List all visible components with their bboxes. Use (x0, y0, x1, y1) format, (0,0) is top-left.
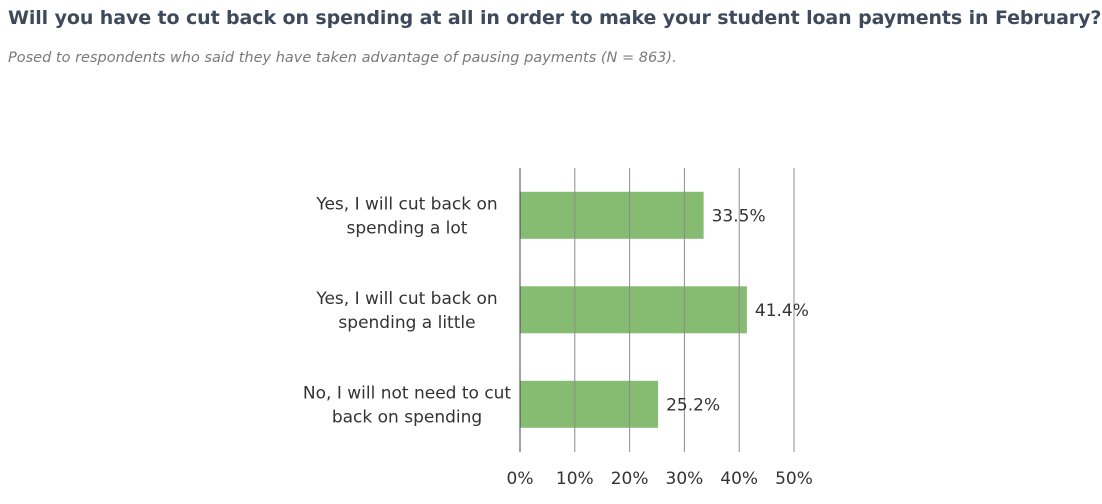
x-tick-label: 0% (507, 469, 534, 489)
bar-2 (520, 380, 659, 428)
category-label: Yes, I will cut back on (315, 289, 497, 309)
bar-0 (520, 191, 704, 239)
data-label: 25.2% (666, 395, 720, 415)
data-label: 33.5% (712, 206, 766, 226)
category-label: Yes, I will cut back on (315, 194, 497, 214)
x-tick-label: 30% (666, 469, 704, 489)
x-tick-label: 20% (611, 469, 649, 489)
category-label: back on spending (332, 407, 482, 427)
chart-subtitle: Posed to respondents who said they have … (8, 50, 677, 66)
x-tick-label: 10% (556, 469, 594, 489)
data-label: 41.4% (755, 301, 809, 321)
category-label: spending a little (338, 313, 475, 333)
category-label: spending a lot (347, 218, 468, 238)
x-tick-label: 40% (720, 469, 758, 489)
x-tick-label: 50% (775, 469, 813, 489)
category-label: No, I will not need to cut (303, 383, 512, 403)
chart-title: Will you have to cut back on spending at… (8, 7, 1102, 29)
bar-1 (520, 286, 747, 334)
